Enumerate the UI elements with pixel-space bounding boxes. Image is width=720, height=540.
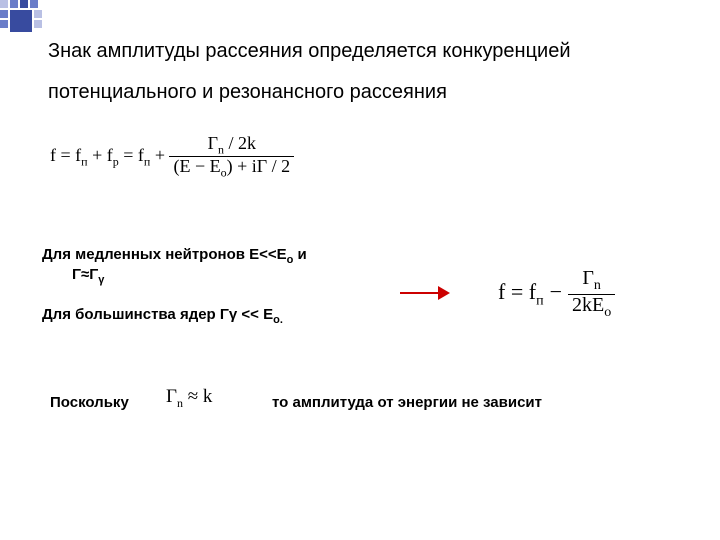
conditions-block: Для медленных нейтронов E<<Eo и Γ≈Γγ Для… <box>42 246 352 326</box>
main-fraction: Γn / 2k (E − Eo) + iΓ / 2 <box>169 134 294 179</box>
condition-slow-neutrons: Для медленных нейтронов E<<Eo и Γ≈Γγ <box>42 246 352 286</box>
arrow-right-icon <box>400 286 452 300</box>
label-since: Поскольку <box>50 394 129 411</box>
equation-result: f = fп− Γn 2kEo <box>498 268 615 320</box>
result-fraction: Γn 2kEo <box>568 268 615 320</box>
label-conclusion: то амплитуда от энергии не зависит <box>272 394 542 411</box>
slide-page: { "title": { "line1": "Знак амплитуды ра… <box>0 0 720 540</box>
corner-decoration <box>0 0 66 40</box>
title-line-1: Знак амплитуды рассеяния определяется ко… <box>48 36 690 67</box>
condition-most-nuclei: Для большинства ядер Γγ << Eo. <box>42 306 352 326</box>
equation-main: f = fп + fр = fп + Γn / 2k (E − Eo) + iΓ… <box>50 134 294 179</box>
equation-approx: Γn ≈ k <box>166 386 212 411</box>
title-line-2: потенциального и резонансного рассеяния <box>48 77 690 108</box>
